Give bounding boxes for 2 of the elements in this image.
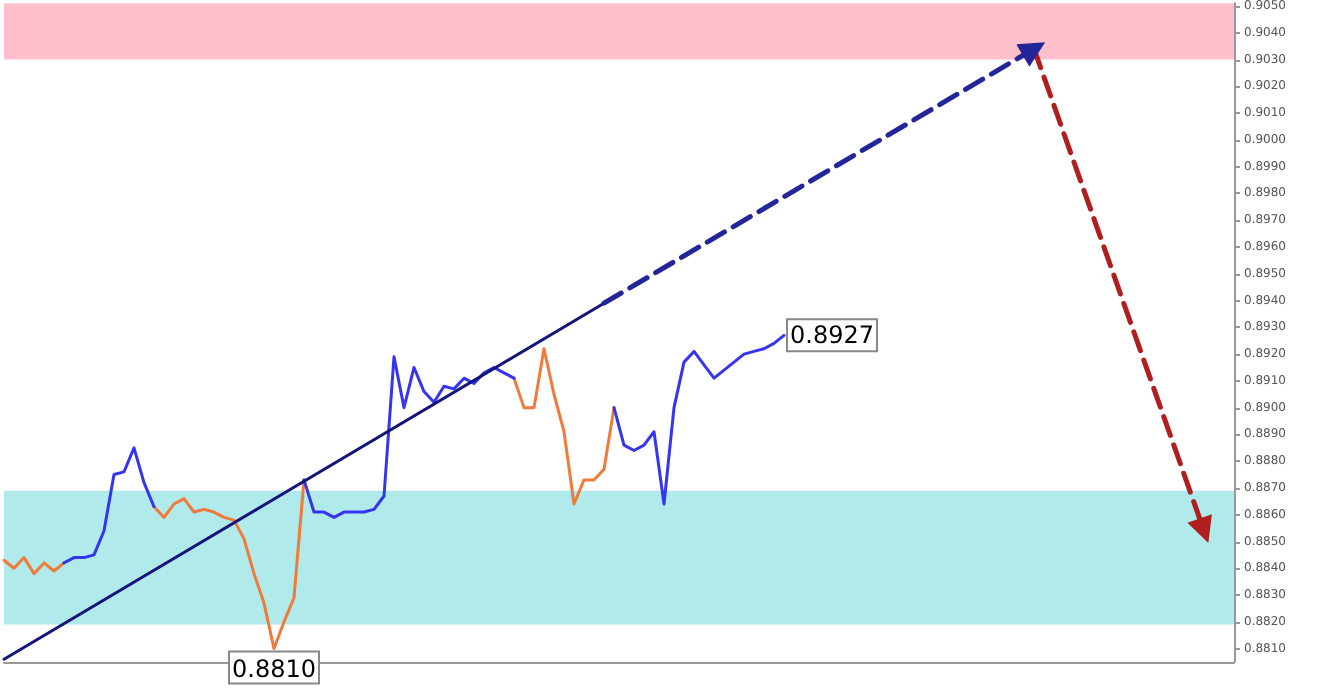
- data-label: 0.8927: [790, 321, 874, 350]
- data-label: 0.8810: [232, 654, 316, 683]
